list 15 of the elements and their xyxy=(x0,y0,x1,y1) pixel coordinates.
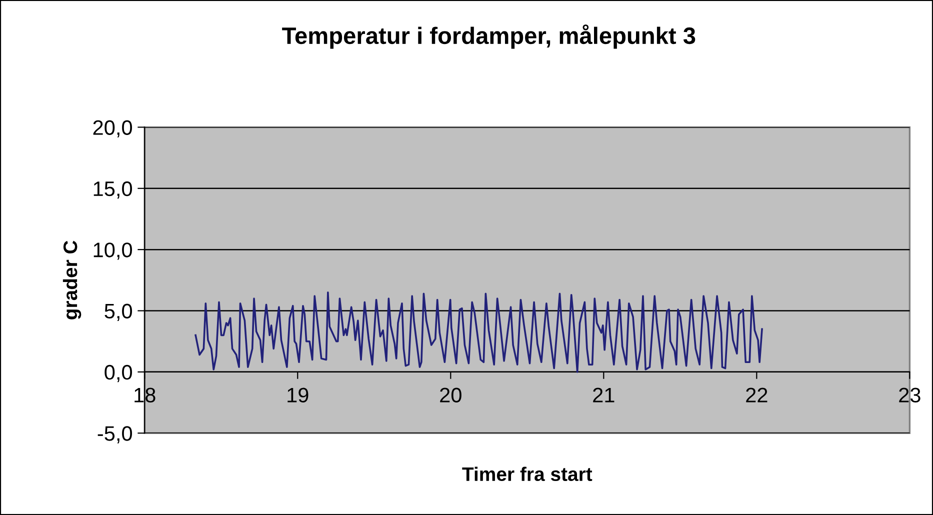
y-tick-label: 15,0 xyxy=(94,181,132,199)
line-series xyxy=(194,291,763,373)
y-tick-label: 10,0 xyxy=(94,242,132,260)
y-axis-title: grader C xyxy=(62,240,82,320)
y-tick-label: -5,0 xyxy=(98,426,132,444)
x-tick-label: 22 xyxy=(746,388,768,402)
y-tick-label: 20,0 xyxy=(93,120,132,138)
chart-title: Temperatur i fordamper, målepunkt 3 xyxy=(282,24,696,49)
x-axis-title: Timer fra start xyxy=(462,466,592,482)
y-tick-label: 0,0 xyxy=(104,364,132,382)
x-tick-label: 21 xyxy=(593,388,614,402)
x-tick-label: 20 xyxy=(440,388,462,403)
x-tick-label: 19 xyxy=(288,388,308,403)
y-tick-label: 5,0 xyxy=(104,304,132,321)
x-tick-label: 23 xyxy=(899,388,920,403)
